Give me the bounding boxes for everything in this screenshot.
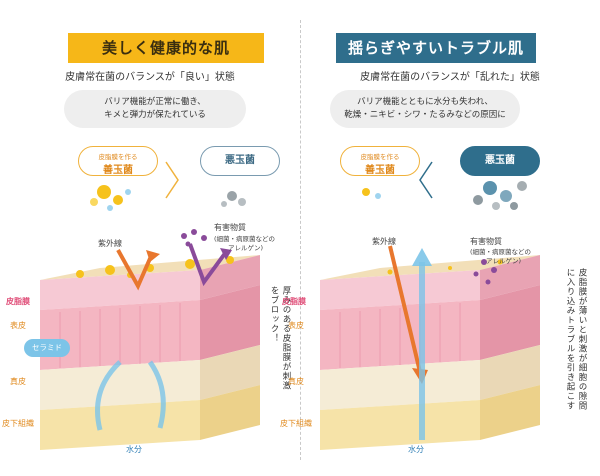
harmful-sub2: アレルゲン) xyxy=(228,244,264,252)
bad-bacteria-badge: 悪玉菌 xyxy=(460,146,540,176)
panel-divider xyxy=(300,20,301,460)
water-arrow-right xyxy=(147,360,166,429)
layer-sebum-label: 皮脂膜 xyxy=(6,297,30,306)
healthy-title: 美しく健康的な肌 xyxy=(68,33,264,63)
harmful-particles-icon xyxy=(181,229,207,247)
trouble-note: 皮脂膜が薄いと刺激が細胞の隙間に入り込みトラブルを引き起こす xyxy=(565,268,587,411)
healthy-skin-illustration xyxy=(40,161,260,450)
greater-than-icon xyxy=(165,161,179,199)
uv-label: 紫外線 xyxy=(98,239,122,248)
layer-dermis-label: 真皮 xyxy=(10,377,26,386)
layer-subcutis-label: 皮下組織 xyxy=(280,419,312,428)
bad-bacteria-badge: 悪玉菌 xyxy=(200,146,280,176)
bad-bacteria-icon xyxy=(473,181,527,210)
healthy-subtitle: 皮膚常在菌のバランスが「良い」状態 xyxy=(65,72,235,83)
harmful-arrow xyxy=(188,243,228,287)
trouble-description: バリア機能とともに水分も失われ、 乾燥・ニキビ・シワ・たるみなどの原因に xyxy=(330,90,520,128)
trouble-skin-panel: 揺らぎやすいトラブル肌 皮膚常在菌のバランスが「乱れた」状態 バリア機能とともに… xyxy=(280,0,600,476)
trouble-skin-illustration xyxy=(320,161,540,450)
harmful-label: 有害物質 xyxy=(214,223,246,232)
water-label: 水分 xyxy=(126,445,142,454)
healthy-description: バリア機能が正常に働き、 キメと弾力が保たれている xyxy=(64,90,246,128)
ceramide-callout: セラミド xyxy=(24,339,70,357)
harmful-sub1: (細菌・病原菌などの xyxy=(470,248,532,256)
uv-label: 紫外線 xyxy=(372,237,396,246)
layer-subcutis-label: 皮下組織 xyxy=(2,419,34,428)
uv-arrow xyxy=(388,245,422,373)
bad-bacteria-icon xyxy=(221,191,246,207)
uv-arrow xyxy=(116,249,154,291)
water-label: 水分 xyxy=(408,445,424,454)
layer-dermis-label: 真皮 xyxy=(288,377,304,386)
layer-epidermis-label: 表皮 xyxy=(10,321,26,330)
harmful-label: 有害物質 xyxy=(470,237,502,246)
harmful-particles-icon xyxy=(473,259,497,285)
harmful-sub2: アレルゲン) xyxy=(486,257,522,265)
good-bacteria-badge: 皮脂膜を作る 善玉菌 xyxy=(340,146,420,176)
good-bacteria-badge: 皮脂膜を作る 善玉菌 xyxy=(78,146,158,176)
water-arrow-left xyxy=(95,360,122,431)
trouble-subtitle: 皮膚常在菌のバランスが「乱れた」状態 xyxy=(360,72,540,83)
good-bacteria-icon xyxy=(362,188,381,199)
trouble-title: 揺らぎやすいトラブル肌 xyxy=(336,33,536,63)
less-than-icon xyxy=(419,161,433,199)
healthy-skin-panel: 美しく健康的な肌 皮膚常在菌のバランスが「良い」状態 バリア機能が正常に働き、 … xyxy=(2,33,291,454)
layer-sebum-label: 皮脂膜 xyxy=(282,297,306,306)
layer-epidermis-label: 表皮 xyxy=(288,321,304,330)
good-bacteria-icon xyxy=(90,185,131,211)
healthy-note: 厚みのある皮脂膜が刺激をブロック！ xyxy=(269,286,291,391)
harmful-sub1: (細菌・病原菌などの xyxy=(214,235,276,243)
